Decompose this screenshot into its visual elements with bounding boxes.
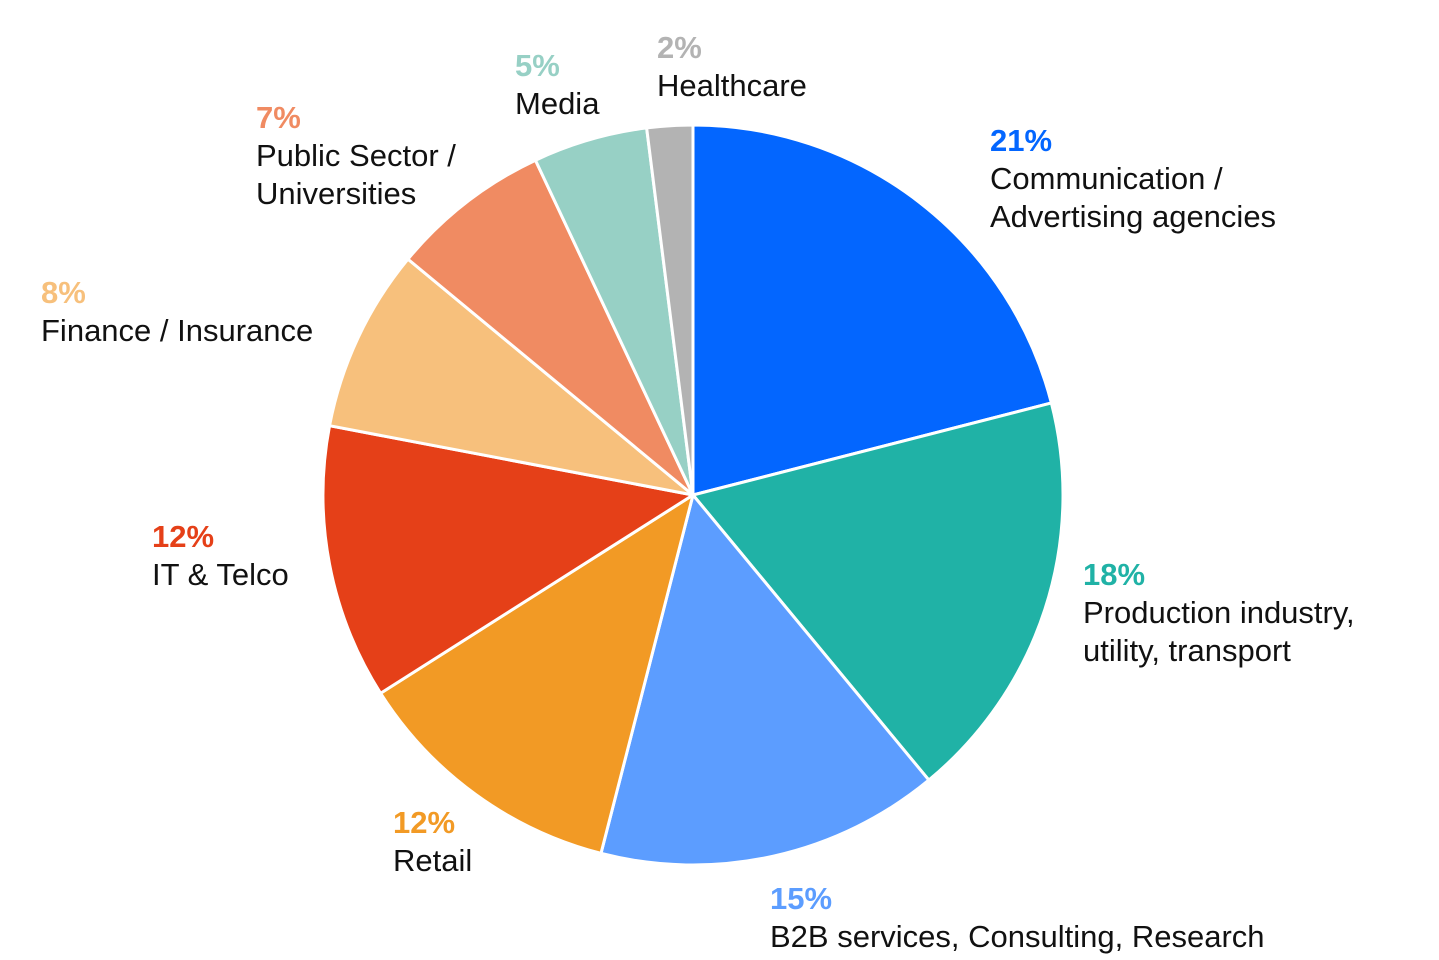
pie-slice xyxy=(406,158,695,497)
slice-labels: 21%Communication /Advertising agencies 18… xyxy=(41,30,1355,954)
slice-category-label: Advertising agencies xyxy=(990,199,1276,234)
slice-category-label: B2B services, Consulting, Research xyxy=(770,919,1265,954)
slice-category-label: Media xyxy=(515,86,600,121)
slice-category-label: Public Sector / xyxy=(256,138,456,173)
pie-slice xyxy=(379,493,695,855)
pie-slice xyxy=(691,401,1065,782)
slice-category-label: Production industry, xyxy=(1083,595,1355,630)
slice-percent-label: 8% xyxy=(41,275,86,310)
pie-slice xyxy=(645,123,695,497)
pie-slices xyxy=(321,123,1065,867)
slice-percent-label: 21% xyxy=(990,123,1052,158)
slice-category-label: Finance / Insurance xyxy=(41,313,313,348)
slice-category-label: Universities xyxy=(256,176,416,211)
slice-percent-label: 7% xyxy=(256,100,301,135)
slice-percent-label: 12% xyxy=(152,519,214,554)
slice-percent-label: 5% xyxy=(515,48,560,83)
pie-slice xyxy=(321,424,695,695)
slice-percent-label: 2% xyxy=(657,30,702,65)
slice-category-label: IT & Telco xyxy=(152,557,289,592)
slice-category-label: Healthcare xyxy=(657,68,807,103)
slice-percent-label: 15% xyxy=(770,881,832,916)
slice-category-label: Communication / xyxy=(990,161,1223,196)
slice-percent-label: 12% xyxy=(393,805,455,840)
slice-percent-label: 18% xyxy=(1083,557,1145,592)
slice-category-label: Retail xyxy=(393,843,472,878)
slice-category-label: utility, transport xyxy=(1083,633,1291,668)
pie-slice xyxy=(328,257,695,497)
pie-slice xyxy=(691,123,1053,497)
pie-slice xyxy=(599,493,931,867)
